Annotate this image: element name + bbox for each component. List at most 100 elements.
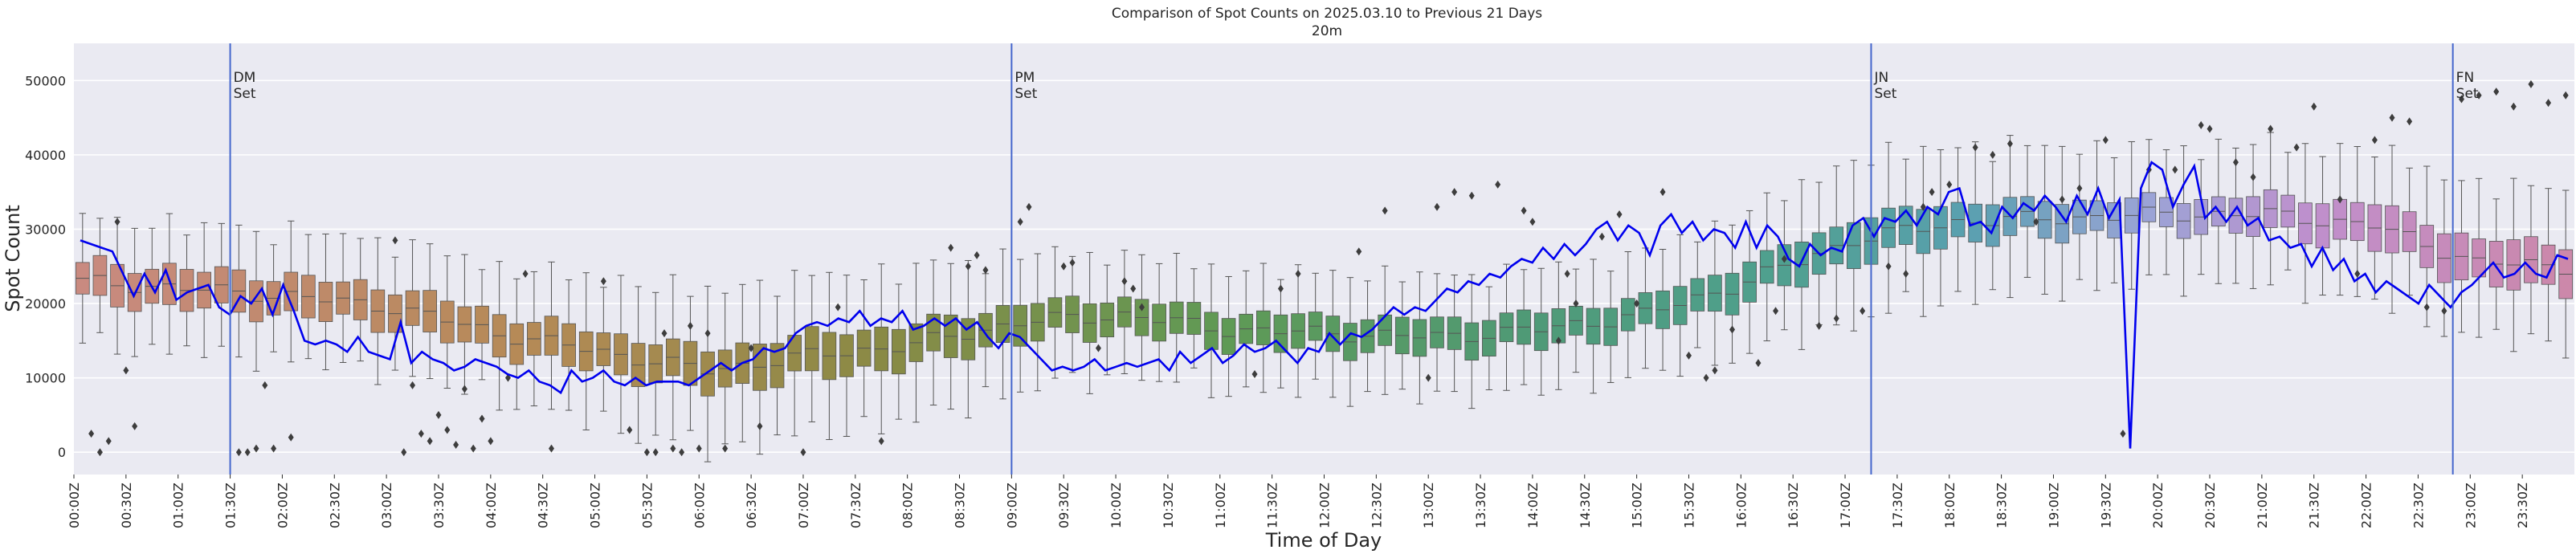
- box-group: [2037, 145, 2052, 295]
- outlier-point: [2311, 102, 2317, 111]
- box-group: [892, 283, 906, 420]
- outlier-point: [652, 448, 659, 457]
- box-group: [1221, 275, 1236, 397]
- outlier-point: [401, 448, 407, 457]
- box-group: [700, 285, 715, 462]
- box-group: [2072, 153, 2087, 280]
- y-tick-label: 20000: [25, 296, 66, 312]
- x-tick-label: 11:00Z: [1213, 483, 1228, 528]
- box-group: [665, 274, 680, 441]
- box-group: [1117, 250, 1132, 374]
- outlier-point: [2033, 218, 2039, 226]
- outlier-point: [1781, 255, 1787, 263]
- outlier-point: [696, 444, 702, 453]
- y-tick-label: 0: [58, 445, 66, 460]
- outlier-point: [1833, 314, 1839, 323]
- outlier-point: [1495, 180, 1501, 189]
- box-group: [1134, 254, 1149, 381]
- box-group: [544, 261, 559, 410]
- x-tick-label: 22:30Z: [2411, 483, 2426, 528]
- box-group: [1708, 220, 1722, 366]
- outlier-point: [114, 218, 120, 226]
- outlier-point: [2207, 124, 2213, 133]
- x-tick-label: 06:30Z: [744, 483, 759, 528]
- outlier-point: [661, 329, 667, 338]
- outlier-point: [88, 430, 95, 438]
- x-tick-label: 12:30Z: [1369, 483, 1384, 528]
- plot-area: [74, 43, 2574, 475]
- box-group: [1672, 234, 1688, 377]
- box-group: [804, 275, 819, 422]
- outlier-point: [2545, 99, 2552, 108]
- x-axis-label: Time of Day: [1265, 529, 1382, 552]
- set-marker-label: DM: [234, 70, 256, 86]
- box-group: [353, 238, 368, 362]
- box-group: [301, 234, 316, 360]
- x-tick-label: 17:00Z: [1838, 483, 1853, 528]
- box-group: [1256, 263, 1271, 393]
- outlier-point: [262, 381, 268, 389]
- box-group: [1169, 252, 1184, 383]
- outlier-point: [2562, 91, 2569, 100]
- outlier-point: [1121, 277, 1128, 286]
- x-tick-label: 10:30Z: [1161, 483, 1176, 528]
- x-tick-label: 00:00Z: [67, 483, 82, 528]
- outlier-point: [2423, 303, 2430, 312]
- box-group: [405, 239, 420, 377]
- outlier-point: [1425, 373, 1431, 382]
- box-group: [527, 271, 541, 407]
- outlier-point: [1529, 218, 1536, 226]
- outlier-point: [1860, 307, 1866, 316]
- outlier-point: [2510, 102, 2517, 111]
- outlier-point: [1451, 188, 1458, 197]
- x-tick-label: 08:30Z: [953, 483, 968, 528]
- box-group: [1412, 271, 1427, 405]
- outlier-point: [1659, 188, 1666, 197]
- outlier-point: [2441, 307, 2447, 316]
- box-group: [284, 220, 299, 363]
- x-tick-label: 08:00Z: [900, 483, 916, 528]
- box-group: [822, 271, 837, 440]
- box-group: [1655, 248, 1670, 371]
- y-tick-label: 40000: [25, 148, 66, 163]
- x-tick-label: 03:30Z: [431, 483, 447, 528]
- outlier-point: [1564, 270, 1570, 279]
- box-group: [1586, 259, 1601, 394]
- x-tick-label: 14:00Z: [1525, 483, 1541, 528]
- outlier-point: [1920, 202, 1926, 211]
- box-group: [1482, 286, 1496, 390]
- box-group: [1533, 267, 1549, 396]
- y-tick-label: 50000: [25, 73, 66, 88]
- x-tick-label: 22:00Z: [2359, 483, 2374, 528]
- box-group: [2367, 157, 2382, 300]
- box-group: [787, 270, 802, 437]
- box-group: [1430, 273, 1444, 392]
- box-group: [110, 217, 125, 355]
- outlier-point: [835, 303, 841, 312]
- outlier-point: [757, 422, 763, 430]
- outlier-point: [2407, 117, 2413, 126]
- outlier-point: [444, 426, 451, 434]
- box-group: [1638, 247, 1653, 369]
- box-group: [509, 278, 525, 410]
- x-tick-label: 13:00Z: [1421, 483, 1436, 528]
- outlier-point: [2232, 158, 2239, 167]
- box-group: [1065, 255, 1080, 373]
- outlier-point: [1816, 321, 1823, 330]
- outlier-point: [548, 444, 554, 453]
- outlier-point: [2120, 430, 2126, 438]
- outlier-point: [878, 437, 884, 446]
- outlier-point: [2528, 79, 2534, 88]
- box-group: [2246, 144, 2260, 289]
- box-group: [596, 287, 611, 412]
- box-group: [874, 263, 889, 434]
- box-group: [1742, 210, 1757, 354]
- outlier-point: [2493, 88, 2500, 96]
- outlier-point: [1277, 284, 1284, 293]
- y-tick-label: 10000: [25, 371, 66, 386]
- set-marker-label: JN: [1873, 70, 1888, 86]
- x-tick-label: 23:00Z: [2463, 483, 2478, 528]
- outlier-point: [488, 437, 494, 446]
- box-group: [75, 213, 90, 344]
- x-tick-label: 15:30Z: [1681, 483, 1696, 528]
